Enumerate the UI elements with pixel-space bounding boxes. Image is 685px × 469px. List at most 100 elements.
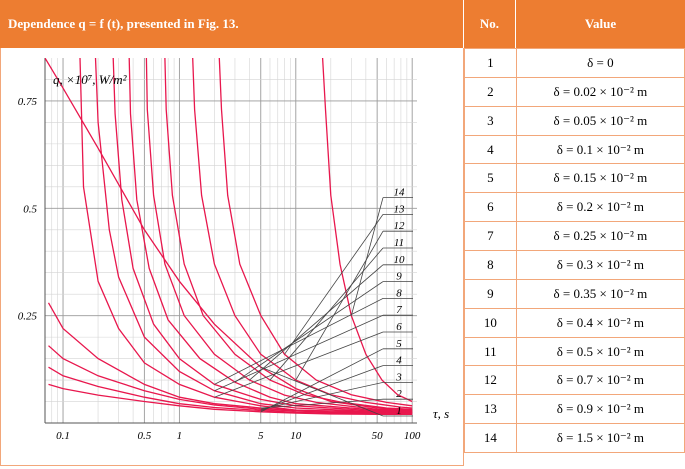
series-line-3 [48, 345, 413, 415]
series-line-5 [48, 383, 413, 416]
curve-label: 13 [394, 203, 406, 215]
series-line-8 [112, 58, 413, 413]
row-value: δ = 0.05 × 10⁻² m [515, 105, 685, 136]
series-line-1 [45, 58, 413, 411]
row-value: δ = 0.35 × 10⁻² m [515, 278, 685, 309]
series-line-4 [48, 366, 413, 415]
y-tick-label: 0.5 [23, 203, 37, 215]
table-title: Dependence q = f (t), presented in Fig. … [0, 0, 464, 48]
row-number: 14 [464, 423, 517, 454]
x-tick-label: 0.5 [138, 430, 152, 442]
x-tick-label: 100 [404, 430, 421, 442]
curve-label: 8 [396, 287, 402, 299]
x-tick-label: 5 [258, 430, 264, 442]
chart-cell: 0.1 0.5 1 5 10 50 100 0.25 0.5 0.75 1 2 3 4 5 6 7 8 9 10 11… [0, 48, 464, 466]
series-line-6 [79, 58, 413, 413]
row-value: δ = 0.15 × 10⁻² m [515, 163, 685, 194]
table-row: 10 δ = 0.4 × 10⁻² m [464, 307, 685, 338]
series-line-10 [145, 58, 413, 411]
row-number: 6 [464, 192, 517, 223]
row-value: δ = 0.25 × 10⁻² m [515, 221, 685, 252]
curve-label: 1 [396, 405, 402, 417]
leader-line [260, 348, 384, 413]
row-number: 5 [464, 163, 517, 194]
x-tick-label: 50 [372, 430, 384, 442]
leader-line [214, 331, 384, 398]
series-line-7 [94, 58, 413, 413]
row-number: 8 [464, 250, 517, 280]
row-value: δ = 0.2 × 10⁻² m [515, 192, 685, 223]
series-line-13 [218, 58, 413, 407]
curve-label: 6 [396, 321, 402, 333]
leader-line [284, 214, 384, 355]
row-value: δ = 0.9 × 10⁻² m [515, 394, 685, 425]
row-number: 7 [464, 221, 517, 252]
leader-line [260, 382, 384, 410]
y-tick-label: 0.75 [18, 96, 38, 108]
series-line-11 [164, 58, 413, 410]
row-number: 11 [464, 336, 517, 367]
leader-line [260, 398, 384, 409]
curve-label: 11 [394, 237, 404, 249]
row-value: δ = 0.3 × 10⁻² m [515, 250, 685, 280]
curve-label: 5 [396, 338, 402, 350]
row-number: 10 [464, 307, 517, 338]
leader-line [295, 230, 384, 381]
curve-label: 2 [396, 388, 402, 400]
row-number: 1 [464, 48, 517, 78]
curve-label: 4 [396, 355, 402, 367]
table-row: 14 δ = 1.5 × 10⁻² m [464, 423, 685, 454]
row-number: 9 [464, 278, 517, 309]
column-header-value: Value [516, 0, 685, 48]
x-tick-label: 1 [177, 430, 183, 442]
curve-label: 9 [396, 271, 402, 283]
table-row: 11 δ = 0.5 × 10⁻² m [464, 336, 685, 367]
curve-label: 12 [394, 220, 406, 232]
series-line-12 [192, 58, 413, 409]
leader-line [350, 197, 384, 316]
x-tick-label: 10 [290, 430, 302, 442]
column-header-no: No. [464, 0, 516, 48]
row-number: 3 [464, 105, 517, 136]
y-tick-label: 0.25 [18, 311, 38, 323]
x-tick-label: 0.1 [56, 430, 70, 442]
leader-line [214, 314, 384, 392]
row-value: δ = 1.5 × 10⁻² m [515, 423, 685, 454]
row-value: δ = 0.02 × 10⁻² m [515, 76, 685, 107]
row-number: 13 [464, 394, 517, 425]
y-axis-label: q, ×10⁷, W/m² [53, 72, 128, 87]
curve-label: 3 [395, 371, 402, 383]
leader-line [234, 281, 384, 383]
row-value: δ = 0 [515, 48, 685, 78]
row-value: δ = 0.4 × 10⁻² m [515, 307, 685, 338]
row-number: 12 [464, 365, 517, 396]
curve-label: 10 [394, 254, 406, 266]
curve-label: 7 [396, 304, 402, 316]
row-value: δ = 0.1 × 10⁻² m [515, 134, 685, 165]
row-number: 2 [464, 76, 517, 107]
leader-line [249, 264, 384, 381]
leader-line [260, 366, 384, 417]
table-row: 12 δ = 0.7 × 10⁻² m [464, 365, 685, 396]
leader-line [269, 247, 384, 381]
x-axis-label: τ, s [433, 406, 449, 421]
leader-line [214, 298, 384, 385]
row-value: δ = 0.7 × 10⁻² m [515, 365, 685, 396]
table-row: 13 δ = 0.9 × 10⁻² m [464, 394, 685, 425]
row-number: 4 [464, 134, 517, 165]
leader-line [260, 365, 384, 411]
row-value: δ = 0.5 × 10⁻² m [515, 336, 685, 367]
series-line-9 [128, 58, 413, 412]
